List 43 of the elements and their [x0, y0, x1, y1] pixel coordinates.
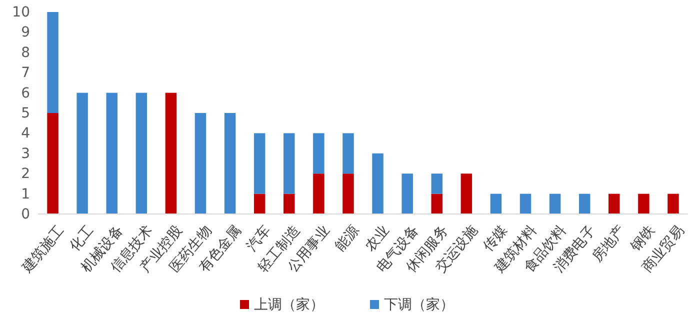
bar	[342, 133, 354, 174]
bar	[608, 194, 620, 214]
y-tick-label: 3	[21, 146, 30, 162]
bar	[254, 133, 266, 194]
legend-label: 下调（家）	[384, 297, 454, 313]
bar	[76, 92, 88, 214]
bar	[431, 174, 442, 194]
y-tick-label: 6	[21, 85, 30, 102]
bar	[490, 194, 502, 214]
x-tick-label: 能源	[332, 222, 363, 254]
bar	[224, 113, 236, 214]
y-tick-label: 10	[12, 4, 30, 20]
bar	[549, 194, 561, 214]
bar	[165, 92, 177, 214]
x-tick-label: 建筑施工	[18, 222, 68, 277]
bar	[578, 194, 590, 214]
bar	[313, 174, 324, 214]
bar	[194, 113, 206, 214]
legend-label: 上调（家）	[254, 297, 324, 313]
y-tick-label: 5	[21, 105, 30, 122]
bar	[313, 133, 324, 174]
bar	[372, 153, 384, 214]
bar	[342, 174, 354, 214]
bar	[460, 174, 472, 214]
y-tick-label: 0	[21, 206, 30, 222]
bar	[402, 174, 413, 214]
bar	[106, 92, 118, 214]
y-tick-label: 9	[21, 24, 30, 41]
bar	[638, 194, 650, 214]
y-tick-label: 1	[21, 186, 30, 202]
y-tick-label: 8	[21, 44, 30, 61]
bar	[668, 194, 679, 214]
y-tick-label: 2	[21, 166, 30, 182]
bar	[47, 12, 58, 113]
bar	[520, 194, 532, 214]
y-tick-label: 4	[21, 126, 30, 142]
bar	[284, 194, 295, 214]
bar	[254, 194, 266, 214]
bar	[136, 92, 148, 214]
y-tick-label: 7	[21, 65, 30, 82]
bar	[431, 194, 442, 214]
bar	[284, 133, 295, 194]
bar	[47, 113, 58, 214]
